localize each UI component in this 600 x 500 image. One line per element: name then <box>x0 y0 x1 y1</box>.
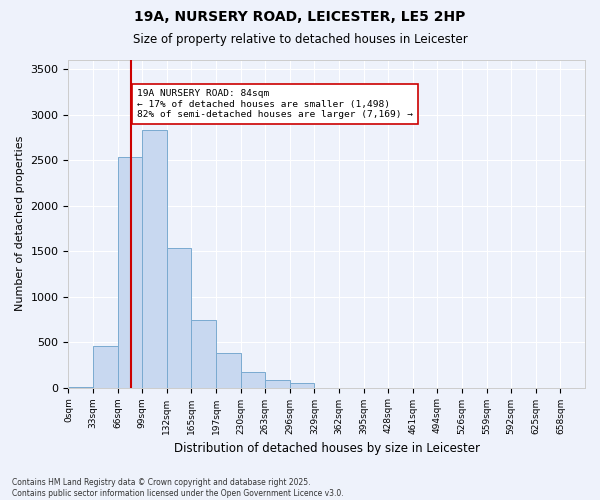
Bar <box>167 248 191 388</box>
Text: 19A, NURSERY ROAD, LEICESTER, LE5 2HP: 19A, NURSERY ROAD, LEICESTER, LE5 2HP <box>134 10 466 24</box>
Bar <box>142 130 167 388</box>
Bar <box>118 158 142 388</box>
Bar <box>290 383 314 388</box>
Text: Size of property relative to detached houses in Leicester: Size of property relative to detached ho… <box>133 32 467 46</box>
Bar <box>241 372 265 388</box>
Y-axis label: Number of detached properties: Number of detached properties <box>15 136 25 312</box>
Bar <box>93 346 118 388</box>
Text: 19A NURSERY ROAD: 84sqm
← 17% of detached houses are smaller (1,498)
82% of semi: 19A NURSERY ROAD: 84sqm ← 17% of detache… <box>137 89 413 119</box>
Bar <box>191 320 216 388</box>
Bar <box>216 353 241 388</box>
X-axis label: Distribution of detached houses by size in Leicester: Distribution of detached houses by size … <box>174 442 480 455</box>
Bar <box>265 380 290 388</box>
Bar <box>68 386 93 388</box>
Text: Contains HM Land Registry data © Crown copyright and database right 2025.
Contai: Contains HM Land Registry data © Crown c… <box>12 478 344 498</box>
